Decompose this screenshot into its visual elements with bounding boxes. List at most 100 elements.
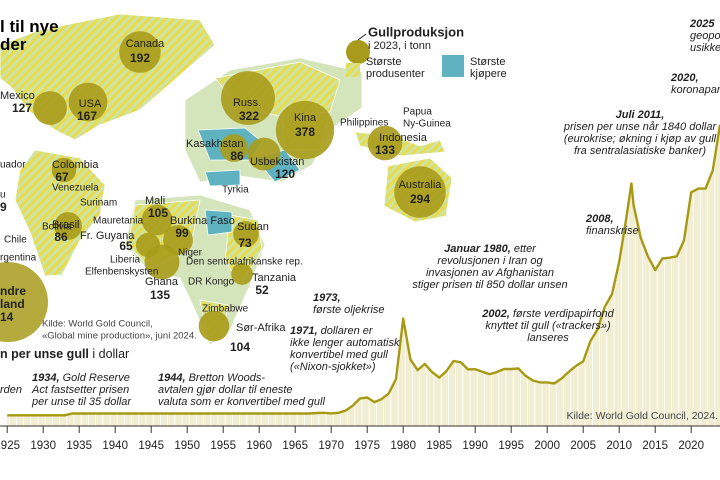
production-circle [275,100,335,160]
annotation-line: avtalen gjør dollar til eneste [158,384,293,396]
annotation-line: finanskrise [586,225,639,237]
x-tick-label: 2000 [534,440,560,452]
map-label: Den sentralafrikanske rep. [186,257,303,268]
legend-pointer [357,33,367,41]
country-value: 73 [238,236,252,250]
map-label: Venezuela [52,183,99,194]
chart-title: n per unse gull i dollar [0,347,129,361]
country-name: Mexico [0,90,35,102]
x-tick-label: 1930 [30,440,56,452]
x-tick-label: 2005 [570,440,596,452]
price-line [7,124,720,417]
country-name: Tanzania [252,272,297,284]
annotation-line: koronapandemi [671,84,720,96]
title: l til nye der [0,18,59,54]
production-circle [220,134,248,162]
map-label: DR Kongo [188,277,235,288]
chart-title-bold: n per unse gull [0,347,89,361]
x-tick-label: 1925 [0,440,20,452]
x-tick-label: 1980 [390,440,416,452]
annotation-line: Bretton Woods- [185,372,266,384]
annotation-line: rden [0,384,23,396]
production-circle [119,31,161,73]
production-circle [51,157,77,183]
x-tick-label: 1960 [246,440,272,452]
country-name: Ghana [145,276,179,288]
country-value: 167 [77,109,97,123]
annotation: Januar 1980, etter revolusjonen i Iran og… [412,243,567,291]
annotation-head: 2008, [586,213,614,225]
x-tick-label: 1935 [66,440,92,452]
country-name: Kina [294,112,317,124]
chart-subtitle: i dollar [89,347,129,361]
country-name: Burkina Faso [170,215,235,227]
map-label: uador [0,160,26,171]
map-source: Kilde: World Gold Council, [42,319,153,330]
legend-buyers: Største [470,56,505,68]
x-tick-label: 1940 [102,440,128,452]
country-value: 133 [375,143,395,157]
map-label: Bolivia [42,222,72,233]
country-value: 99 [175,226,189,240]
price-area [7,124,720,427]
annotation-head: 1973, [313,292,341,304]
country-name: Colombia [52,159,99,171]
map-label: Zimbabwe [202,304,249,315]
map-label: Mauretania [93,216,143,227]
country-name: Australia [399,179,443,191]
others-circle [0,262,48,342]
annotation-line: invasjonen av Afghanistan [425,267,554,279]
annotation-head: 1934, [32,372,60,384]
country-value: 378 [295,125,315,139]
chart-source: Kilde: World Gold Council, 2024. [566,410,718,422]
annotation-head: Juli 2011, [615,109,665,121]
annotation: 1934, Gold Reserve Act fastsetter prisen p… [32,372,131,408]
country-name: Kasakhstan [186,138,243,150]
annotation: 1944, Bretton Woods-avtalen gjør dollar … [158,372,325,408]
legend-subtitle: i 2023, i tonn [368,40,431,52]
map-label: 9 [0,200,7,214]
production-circle [221,71,275,125]
annotation-line: per unse til 35 dollar [32,396,132,408]
annotation-head: Januar 1980, [444,243,511,255]
country-name: Usbekistan [250,156,304,168]
country-value: 135 [150,288,170,302]
annotation: rden [0,384,22,396]
country-value: 86 [54,230,68,244]
annotation-line: (eurokrise; økning i kjøp av gull [563,133,717,145]
annotation: 2025geopolitiskusikkerhet [690,18,720,54]
map-label: Chile [4,235,27,246]
annotation-line: valuta som er konvertibel med gull [158,396,325,408]
x-tick-label: 2010 [606,440,632,452]
x-tick-label: 1970 [318,440,344,452]
annotation-line: revolusjonen i Iran og [437,255,543,267]
annotation: 2020,koronapandemi [671,72,720,96]
production-circle [141,204,173,236]
annotation-head: 2020, [671,72,699,84]
annotation-line: lanseres [527,332,569,344]
country-value: 127 [12,101,32,115]
map-label: land [0,297,25,311]
x-tick-label: 2015 [642,440,668,452]
annotation-head: 2002, [482,308,510,320]
country-name: Sør-Afrika [236,322,286,334]
country-value: 67 [55,170,69,184]
x-tick-label: 1990 [462,440,488,452]
production-circle [367,125,403,161]
x-tick-label: 1945 [138,440,164,452]
annotation-line: fra sentralasiatiske banker) [573,145,707,157]
annotation-line: usikkerhet [690,42,720,54]
country-value: 52 [255,283,269,297]
country-name: Fr. Guyana [80,230,135,242]
production-circle [394,166,446,218]
production-circle [247,137,281,171]
legend-producers-swatch [346,63,360,77]
x-tick-label: 1995 [498,440,524,452]
map-label: Philippines [340,118,388,129]
annotation-line: knyttet til gull («trackers») [485,320,611,332]
annotation-line: geopolitisk [690,30,720,42]
legend-circle [346,40,370,64]
x-tick-label: 1955 [210,440,236,452]
